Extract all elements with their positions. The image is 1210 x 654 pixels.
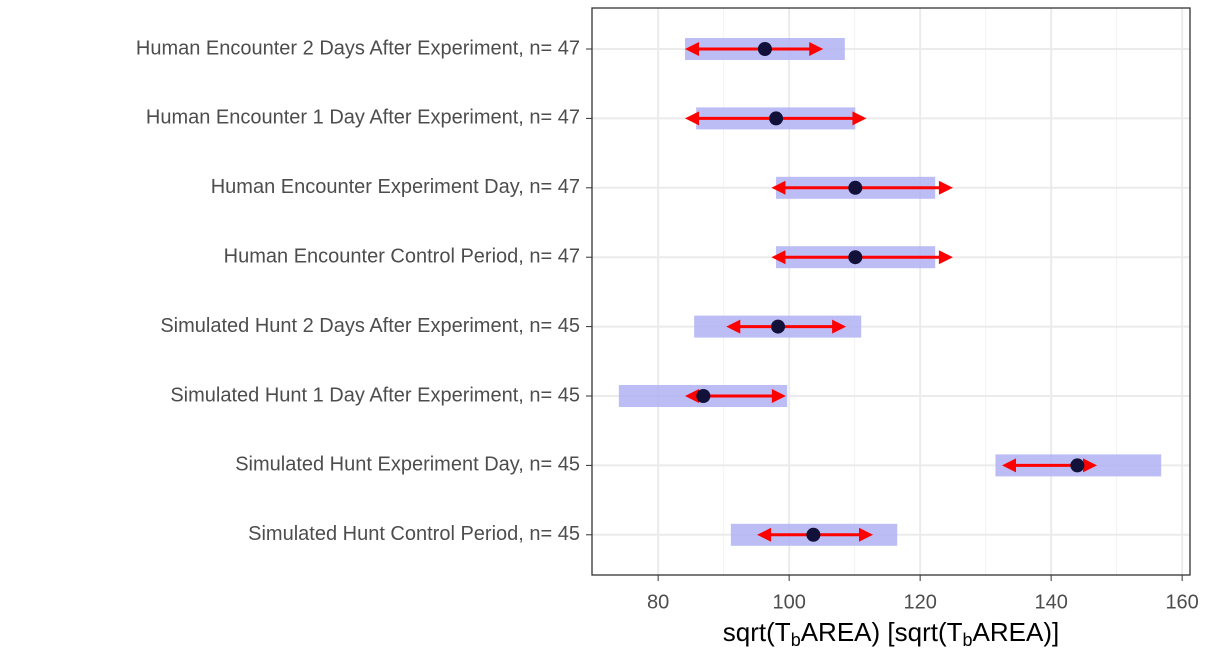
x-axis-label-subscript: b (963, 630, 973, 650)
mean-point (771, 319, 786, 334)
x-tick-label: 140 (1034, 591, 1067, 613)
x-axis-label-part: sqrt(T (723, 617, 791, 647)
mean-point (769, 111, 784, 126)
x-axis-label: sqrt(TbAREA) [sqrt(TbAREA)] (723, 617, 1059, 650)
arrow-head-left (685, 42, 700, 56)
mean-point (757, 42, 772, 56)
x-tick-label: 120 (903, 591, 936, 613)
arrow-head-left (771, 250, 786, 265)
x-tick-label: 80 (647, 591, 669, 613)
mean-point (848, 250, 863, 265)
x-tick-label: 100 (772, 591, 805, 613)
arrow-head-right (832, 319, 847, 334)
category-label: Human Encounter Control Period, n= 47 (224, 245, 580, 267)
category-label: Simulated Hunt 1 Day After Experiment, n… (170, 384, 580, 406)
arrow-head-right (938, 180, 953, 195)
mean-point (1070, 458, 1085, 473)
arrow-head-right (809, 42, 824, 56)
arrow-head-right (771, 389, 786, 403)
arrow-head-right (852, 111, 867, 126)
category-label: Simulated Hunt Control Period, n= 45 (248, 523, 580, 545)
arrow-head-left (685, 389, 700, 403)
category-label: Human Encounter 2 Days After Experiment,… (136, 37, 580, 59)
arrow-head-left (685, 111, 700, 126)
category-label: Human Encounter 1 Day After Experiment, … (146, 107, 580, 129)
category-label: Simulated Hunt Experiment Day, n= 45 (235, 454, 580, 476)
mean-point (848, 180, 863, 195)
x-axis-label-subscript: b (791, 630, 801, 650)
plot-border (591, 7, 1191, 576)
mean-point (806, 527, 821, 542)
arrow-head-left (771, 180, 786, 195)
arrow-head-left (757, 527, 772, 542)
x-tick-label: 160 (1165, 591, 1198, 613)
mean-point (696, 389, 711, 403)
arrow-head-right (858, 527, 873, 542)
arrow-head-left (726, 319, 741, 334)
category-label: Human Encounter Experiment Day, n= 47 (211, 176, 580, 198)
arrow-head-left (1002, 458, 1017, 473)
arrow-head-right (1082, 458, 1097, 473)
x-axis-label-part: AREA) [sqrt(T (801, 617, 963, 647)
category-label: Simulated Hunt 2 Days After Experiment, … (160, 315, 580, 337)
x-axis-label-part: AREA)] (973, 617, 1060, 647)
arrow-head-right (938, 250, 953, 265)
